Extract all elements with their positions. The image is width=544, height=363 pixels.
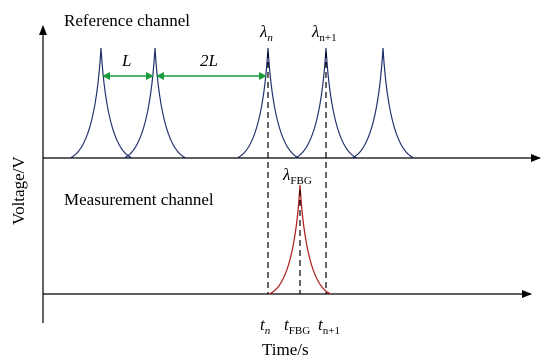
measurement-channel-label: Measurement channel — [64, 190, 214, 209]
reference-peak-1 — [69, 47, 133, 159]
reference-peak-3 — [236, 47, 300, 159]
lambda-n-label: λn — [259, 22, 273, 44]
lambda-n-plus-1-label: λn+1 — [311, 22, 337, 44]
lambda-fbg-label: λFBG — [282, 165, 312, 187]
t-n-label: tn — [260, 315, 271, 337]
reference-peak-2 — [123, 47, 187, 159]
spacing-label-l: L — [121, 51, 131, 70]
reference-peaks — [69, 47, 415, 159]
y-axis-label: Voltage/V — [9, 156, 28, 225]
reference-peak-4 — [294, 47, 358, 159]
reference-peak-5 — [351, 47, 415, 159]
t-fbg-label: tFBG — [284, 315, 310, 337]
x-axis-label: Time/s — [262, 340, 309, 359]
t-n-plus-1-label: tn+1 — [318, 315, 340, 337]
measurement-peak — [268, 184, 332, 295]
reference-channel-label: Reference channel — [64, 11, 190, 30]
spacing-label-2l: 2L — [200, 51, 218, 70]
